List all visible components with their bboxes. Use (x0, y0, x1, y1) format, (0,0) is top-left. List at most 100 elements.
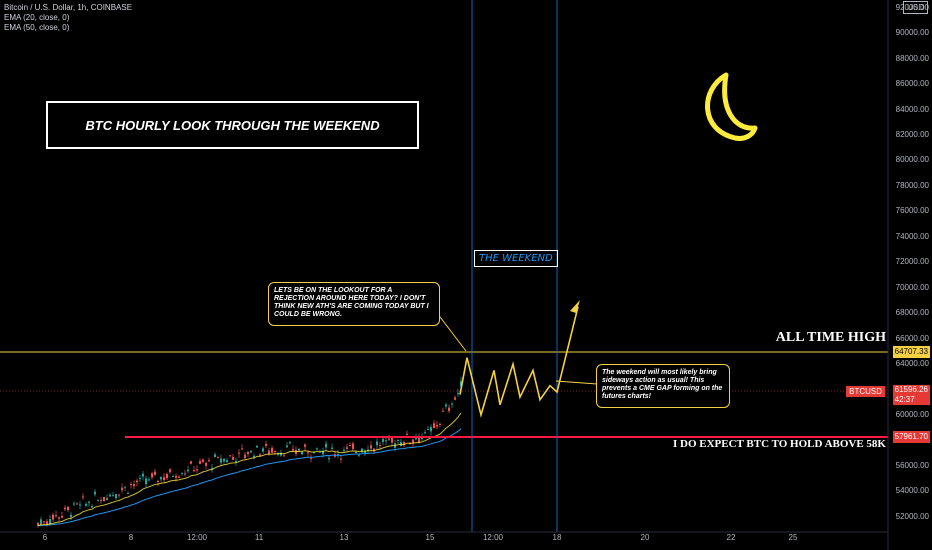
candle-body (253, 455, 255, 458)
candle-body (289, 442, 291, 444)
candle-body (229, 455, 231, 457)
candle-body (214, 454, 216, 458)
callout-right: The weekend will most likely bring sidew… (596, 364, 730, 408)
legend-ema20: EMA (20, close, 0) (4, 13, 70, 22)
x-tick-label: 8 (128, 533, 134, 542)
projection-arrowhead (570, 300, 580, 313)
candle-body (346, 447, 348, 449)
candle-body (427, 429, 429, 431)
bar-countdown: 42:37 (894, 395, 915, 404)
candle-body (160, 477, 162, 480)
candle-body (460, 381, 462, 387)
last-price-tag: 61596.26 42:37 (892, 385, 930, 405)
candle-body (304, 444, 306, 447)
x-tick-label: 13 (339, 533, 349, 542)
candle-body (391, 437, 393, 443)
candle-body (157, 480, 159, 483)
candle-body (379, 445, 381, 447)
y-tick-label: 68000.00 (895, 308, 929, 318)
candle-body (418, 437, 420, 444)
candle-body (388, 438, 390, 440)
candle-body (403, 442, 405, 446)
callout-left: LETS BE ON THE LOOKOUT FOR A REJECTION A… (268, 282, 440, 326)
y-tick-label: 70000.00 (895, 282, 929, 292)
candle-body (451, 403, 453, 405)
candle-body (430, 427, 432, 432)
candle-body (112, 495, 114, 497)
candle-body (94, 491, 96, 495)
candle-body (313, 452, 315, 454)
y-tick-label: 56000.00 (895, 460, 929, 470)
candle-body (106, 498, 108, 501)
candle-body (118, 494, 120, 496)
candle-body (58, 517, 60, 519)
candle-body (373, 448, 375, 452)
candle-body (151, 473, 153, 478)
x-tick-label: 6 (42, 533, 48, 542)
candle-body (256, 445, 258, 448)
candle-body (139, 478, 141, 480)
candle-body (250, 450, 252, 453)
candle-body (136, 480, 138, 483)
callout-right-pointer (555, 380, 598, 385)
candle-body (70, 514, 72, 518)
candle-body (301, 451, 303, 455)
y-tick-label: 88000.00 (895, 53, 929, 63)
y-tick-label: 92000.00 (895, 2, 929, 12)
candle-body (205, 462, 207, 466)
candle-body (322, 450, 324, 455)
candle-body (154, 471, 156, 475)
candle-body (307, 452, 309, 454)
candle-body (325, 443, 327, 448)
candle-body (244, 454, 246, 459)
candle-body (37, 522, 39, 526)
candle-body (175, 475, 177, 478)
y-tick-label: 66000.00 (895, 333, 929, 343)
candle-body (43, 521, 45, 523)
y-tick-label: 52000.00 (895, 511, 929, 521)
candle-body (310, 457, 312, 459)
candle-body (424, 432, 426, 434)
candle-body (97, 500, 99, 502)
candle-body (163, 477, 165, 481)
y-tick-label: 80000.00 (895, 155, 929, 165)
candle-body (286, 445, 288, 448)
candle-body (76, 503, 78, 505)
candle-body (364, 450, 366, 454)
candle-body (376, 441, 378, 446)
candle-body (445, 404, 447, 407)
candle-body (238, 452, 240, 454)
y-tick-label: 84000.00 (895, 104, 929, 114)
title-box: BTC HOURLY LOOK THROUGH THE WEEKEND (46, 101, 419, 149)
callout-left-pointer (436, 312, 467, 352)
candle-body (88, 501, 90, 503)
x-tick-label: 22 (726, 533, 736, 542)
ath-price-tag: 64707.33 (892, 346, 930, 358)
candle-body (412, 439, 414, 444)
candle-body (193, 470, 195, 472)
candle-body (448, 407, 450, 412)
y-tick-label: 60000.00 (895, 409, 929, 419)
candle-body (361, 448, 363, 453)
candle-body (124, 486, 126, 488)
candle-body (79, 504, 81, 506)
candle-body (382, 438, 384, 442)
currency-button[interactable]: USD (903, 1, 928, 14)
candle-body (298, 448, 300, 451)
candle-body (196, 469, 198, 471)
candle-body (265, 443, 267, 446)
candle-body (457, 393, 459, 395)
candle-body (397, 439, 399, 441)
candle-body (235, 460, 237, 462)
candle-body (145, 478, 147, 485)
candle-body (328, 458, 330, 460)
y-tick-label: 86000.00 (895, 79, 929, 89)
ema50-path (37, 428, 462, 527)
chart-legend: Bitcoin / U.S. Dollar, 1h, COINBASE EMA … (4, 3, 132, 33)
candle-body (127, 492, 129, 494)
candle-body (142, 473, 144, 477)
candle-body (100, 499, 102, 501)
candle-body (343, 449, 345, 451)
ath-label: ALL TIME HIGH (775, 330, 886, 345)
